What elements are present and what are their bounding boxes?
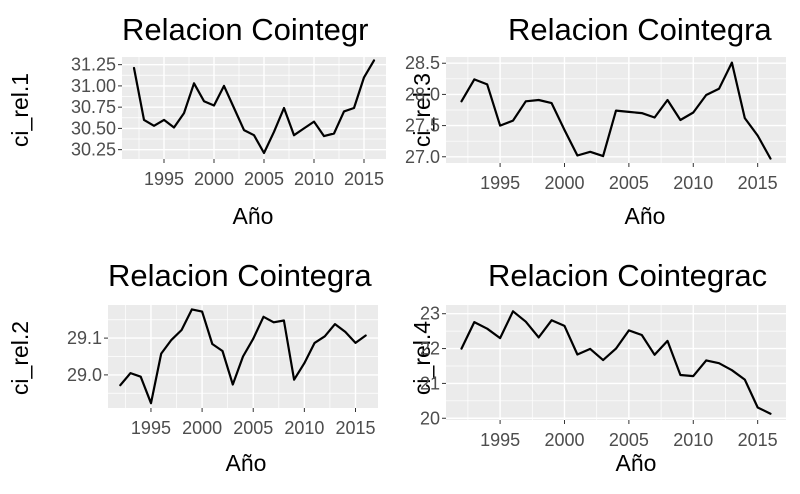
x-axis-title: Año xyxy=(233,203,274,229)
chart-title: Relacion Cointegr xyxy=(122,12,368,47)
x-tick-label: 2005 xyxy=(609,173,649,193)
x-tick-label: 1995 xyxy=(480,430,520,450)
x-tick-label: 2015 xyxy=(738,430,778,450)
y-tick-label: 22 xyxy=(420,339,440,359)
x-tick-label: 2005 xyxy=(609,430,649,450)
y-tick-label: 30.75 xyxy=(71,97,116,117)
chart-ci-rel-4: Relacion Cointegrac ci_rel.4 Año 1995 200… xyxy=(409,258,786,476)
x-tick-label: 2010 xyxy=(284,418,324,438)
chart-title: Relacion Cointegrac xyxy=(488,258,767,293)
grid-lines xyxy=(108,305,378,408)
x-tick-label: 2005 xyxy=(244,169,284,189)
x-tick-label: 1995 xyxy=(144,169,184,189)
x-tick-label: 2015 xyxy=(344,169,384,189)
series-line xyxy=(119,308,367,405)
y-tick-label: 30.50 xyxy=(71,118,116,138)
y-tick-label: 30.25 xyxy=(71,140,116,160)
x-tick-label: 2000 xyxy=(544,430,584,450)
x-tick-label: 2010 xyxy=(294,169,334,189)
chart-title: Relacion Cointegra xyxy=(508,12,772,47)
chart-title: Relacion Cointegra xyxy=(108,258,372,293)
y-tick-label: 27.0 xyxy=(405,147,440,167)
chart-ci-rel-3: Relacion Cointegra ci_rel.3 Año 1995 2000… xyxy=(405,12,786,229)
y-tick-label: 23 xyxy=(420,304,440,324)
x-axis-title: Año xyxy=(625,203,666,229)
x-tick-label: 2015 xyxy=(738,173,778,193)
x-tick-label: 2010 xyxy=(673,173,713,193)
chart-ci-rel-2: Relacion Cointegra ci_rel.2 Año 1995 2000… xyxy=(7,258,378,476)
y-axis-title: ci_rel.1 xyxy=(7,73,33,147)
y-tick-label: 28.0 xyxy=(405,84,440,104)
y-tick-label: 27.5 xyxy=(405,116,440,136)
x-tick-label: 2015 xyxy=(335,418,375,438)
chart-ci-rel-1: Relacion Cointegr ci_rel.1 Año 1995 2000 2… xyxy=(7,12,386,229)
x-tick-label: 2000 xyxy=(544,173,584,193)
x-axis-title: Año xyxy=(226,450,267,476)
plot-panel xyxy=(122,57,386,159)
y-tick-label: 31.25 xyxy=(71,55,116,75)
y-tick-label: 31.00 xyxy=(71,76,116,96)
x-tick-label: 2005 xyxy=(233,418,273,438)
x-tick-label: 2010 xyxy=(673,430,713,450)
x-tick-label: 2000 xyxy=(182,418,222,438)
series-line xyxy=(460,310,772,415)
y-axis-title: ci_rel.2 xyxy=(7,321,33,395)
x-tick-label: 1995 xyxy=(480,173,520,193)
y-axis-title: ci_rel.4 xyxy=(409,321,435,395)
y-tick-label: 29.0 xyxy=(67,365,102,385)
y-tick-label: 29.1 xyxy=(67,328,102,348)
x-tick-label: 2000 xyxy=(194,169,234,189)
y-tick-label: 20 xyxy=(420,408,440,428)
plot-panel xyxy=(446,305,786,420)
x-axis-title: Año xyxy=(616,450,657,476)
y-tick-label: 28.5 xyxy=(405,53,440,73)
series-line xyxy=(460,61,772,160)
series-line xyxy=(132,59,376,155)
y-tick-label: 21 xyxy=(420,373,440,393)
x-tick-label: 1995 xyxy=(131,418,171,438)
y-axis-title: ci_rel.3 xyxy=(409,73,435,147)
